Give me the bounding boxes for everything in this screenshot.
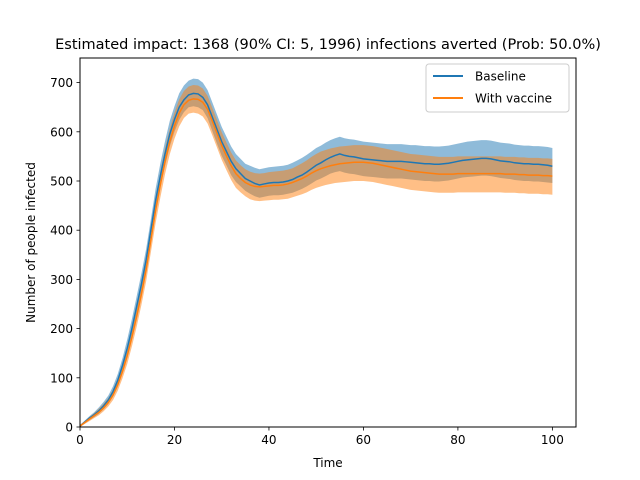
y-tick-label: 500	[50, 175, 73, 189]
line-with-vaccine	[79, 98, 553, 427]
legend-label-baseline: Baseline	[475, 70, 526, 84]
legend-label-with-vaccine: With vaccine	[475, 92, 552, 106]
x-tick-label: 60	[356, 433, 371, 447]
y-tick-label: 700	[50, 76, 73, 90]
y-tick-label: 400	[50, 224, 73, 238]
confidence-bands	[80, 78, 553, 427]
y-axis-label: Number of people infected	[24, 162, 38, 323]
series-lines	[79, 92, 553, 427]
x-tick-label: 0	[76, 433, 84, 447]
band-baseline	[80, 78, 553, 427]
chart-title: Estimated impact: 1368 (90% CI: 5, 1996)…	[55, 37, 601, 53]
plot-frame	[79, 57, 577, 428]
y-tick-label: 300	[50, 273, 73, 287]
x-axis-label: Time	[312, 456, 342, 470]
y-tick-label: 100	[50, 371, 73, 385]
legend: Baseline With vaccine	[425, 63, 570, 113]
y-tick-label: 0	[65, 421, 73, 435]
y-axis: 0 100 200 300 400 500 600 700	[50, 76, 80, 435]
y-tick-label: 200	[50, 322, 73, 336]
x-tick-label: 20	[167, 433, 182, 447]
x-tick-label: 100	[541, 433, 564, 447]
x-tick-label: 40	[261, 433, 276, 447]
line-baseline	[79, 92, 553, 427]
x-axis: 0 20 40 60 80 100	[76, 427, 564, 447]
y-tick-label: 600	[50, 125, 73, 139]
band-with-vaccine	[80, 85, 553, 427]
x-tick-label: 80	[450, 433, 465, 447]
